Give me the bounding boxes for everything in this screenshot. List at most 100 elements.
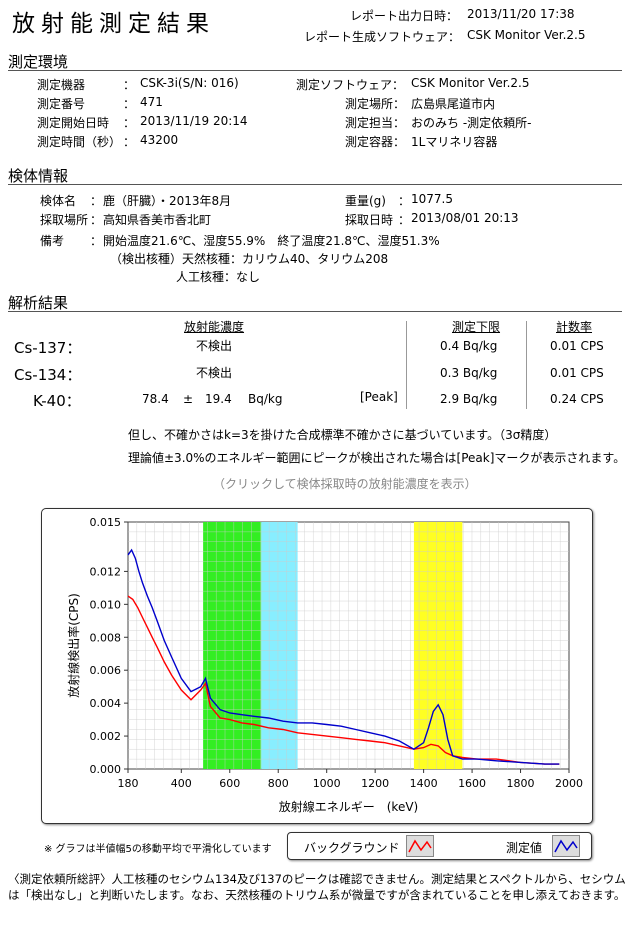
nuclide-k40: K-40： — [33, 392, 81, 410]
y-tick-label: 0.010 — [90, 598, 122, 611]
colon: ： — [123, 78, 136, 92]
date-value: 2013/08/01 20:13 — [411, 211, 519, 225]
x-tick-label: 1200 — [361, 777, 389, 790]
report-time: 2013/11/20 17:38 — [467, 7, 575, 21]
x-tick-label: 1400 — [410, 777, 438, 790]
divider — [406, 321, 407, 409]
colon: ： — [123, 97, 136, 111]
nuclide-cs137: Cs-137： — [14, 339, 82, 357]
plus-minus: ± — [183, 392, 194, 406]
conc-value-k40: 78.4 — [142, 392, 169, 406]
conc-unit-k40: Bq/kg — [248, 392, 283, 406]
legend-bg-label: バックグラウンド — [304, 841, 400, 855]
container-value: 1Lマリネリ容器 — [411, 135, 498, 149]
conc-cs137: 不検出 — [196, 339, 233, 353]
legend: バックグラウンド 測定値 — [287, 832, 592, 860]
footer-comment: 〈測定依頼所総評〉人工核種のセシウム134及び137のピークは確認できません。測… — [8, 872, 626, 902]
divider — [8, 70, 622, 71]
cps-cs137: 0.01 CPS — [550, 339, 604, 353]
y-tick-label: 0.006 — [90, 664, 122, 677]
duration-value: 43200 — [140, 133, 179, 147]
colon: ： — [398, 194, 411, 208]
weight-label: 重量(g) — [345, 194, 386, 208]
peak-note: 理論値±3.0%のエネルギー範囲にピークが検出された場合は[Peak]マークが表… — [128, 451, 626, 465]
legend-meas-label: 測定値 — [506, 841, 543, 855]
graph-note: ※ グラフは半値幅5の移動平均で平滑化しています — [44, 844, 272, 855]
colon: ： — [123, 116, 136, 130]
divider — [8, 184, 622, 185]
y-tick-label: 0.004 — [90, 697, 122, 710]
colon: ： — [90, 234, 103, 248]
col-conc-header: 放射能濃度 — [184, 320, 245, 334]
name-value: 鹿（肝臓）・2013年8月 — [103, 194, 232, 208]
nuclide-cs134: Cs-134： — [14, 366, 82, 384]
y-tick-label: 0.000 — [90, 763, 122, 776]
x-tick-label: 2000 — [555, 777, 583, 790]
x-tick-label: 400 — [171, 777, 192, 790]
loc-value: 高知県香美市香北町 — [103, 213, 212, 227]
spectrum-chart: 180 400 600 800 1000 1200 1400 1600 1800 2000 0.00… — [66, 516, 583, 814]
conc-err-k40: 19.4 — [205, 392, 232, 406]
page-title: 放射能測定結果 — [12, 11, 215, 37]
name-label: 検体名 — [40, 194, 77, 208]
date-label: 採取日時 — [345, 213, 394, 227]
divider — [526, 321, 527, 409]
energy-band — [413, 522, 463, 769]
soft-value: CSK Monitor Ver.2.5 — [411, 76, 530, 90]
x-axis-label: 放射線エネルギー (keV) — [279, 799, 418, 814]
section-sample-title: 検体情報 — [8, 167, 69, 185]
conc-cs134: 不検出 — [196, 366, 233, 380]
start-label: 測定開始日時 — [37, 116, 110, 130]
y-tick-label: 0.012 — [90, 565, 122, 578]
limit-cs134: 0.3 Bq/kg — [440, 366, 498, 380]
staff-value: おのみち -測定依頼所- — [411, 116, 532, 130]
duration-label: 測定時間（秒） — [37, 135, 122, 149]
container-label: 測定容器： — [345, 135, 406, 149]
click-note-link[interactable]: （クリックして検体採取時の放射能濃度を表示） — [213, 477, 477, 491]
colon: ： — [398, 213, 411, 227]
colon: ： — [123, 135, 136, 149]
y-tick-label: 0.008 — [90, 631, 122, 644]
limit-k40: 2.9 Bq/kg — [440, 392, 498, 406]
staff-label: 測定担当： — [345, 116, 406, 130]
device-label: 測定機器 — [37, 78, 86, 92]
background-series-line — [127, 595, 560, 765]
cps-k40: 0.24 CPS — [550, 392, 604, 406]
x-tick-label: 1800 — [507, 777, 535, 790]
spectrum-chart-frame[interactable]: 180 400 600 800 1000 1200 1400 1600 1800 2000 0.00… — [41, 508, 593, 824]
soft-label: 測定ソフトウェア： — [296, 78, 405, 92]
colon: ： — [90, 213, 103, 227]
measured-series-line — [127, 548, 560, 765]
peak-badge: [Peak] — [360, 390, 398, 404]
loc-label: 採取場所 — [40, 213, 89, 227]
energy-band — [203, 522, 262, 769]
x-tick-label: 1000 — [313, 777, 341, 790]
section-env-title: 測定環境 — [8, 53, 69, 71]
report-time-label: レポート出力日時： — [350, 9, 459, 23]
software-value: CSK Monitor Ver.2.5 — [467, 28, 586, 42]
place-value: 広島県尾道市内 — [411, 97, 496, 111]
device-value: CSK-3i(S/N: 016) — [140, 76, 239, 90]
cps-cs134: 0.01 CPS — [550, 366, 604, 380]
y-axis-label: 放射線検出率(CPS) — [66, 593, 81, 698]
x-tick-label: 600 — [219, 777, 240, 790]
section-results-title: 解析結果 — [8, 294, 69, 312]
legend-bg-swatch — [406, 835, 434, 857]
col-limit-header: 測定下限 — [452, 320, 501, 334]
x-tick-label: 1600 — [458, 777, 486, 790]
col-cps-header: 計数率 — [556, 320, 593, 334]
uncertainty-note: 但し、不確かさはk=3を掛けた合成標準不確かさに基づいています。（3σ精度） — [128, 428, 557, 442]
divider — [8, 311, 622, 312]
number-value: 471 — [140, 95, 163, 109]
note-line-3: 人工核種：なし — [176, 270, 261, 284]
software-label: レポート生成ソフトウェア： — [304, 30, 461, 44]
limit-cs137: 0.4 Bq/kg — [440, 339, 498, 353]
start-value: 2013/11/19 20:14 — [140, 114, 248, 128]
colon: ： — [90, 194, 103, 208]
weight-value: 1077.5 — [411, 192, 453, 206]
x-tick-label: 180 — [118, 777, 139, 790]
number-label: 測定番号 — [37, 97, 86, 111]
place-label: 測定場所： — [345, 97, 406, 111]
y-tick-label: 0.015 — [90, 516, 122, 529]
note-line-2: （検出核種）天然核種：カリウム40、タリウム208 — [110, 252, 389, 266]
